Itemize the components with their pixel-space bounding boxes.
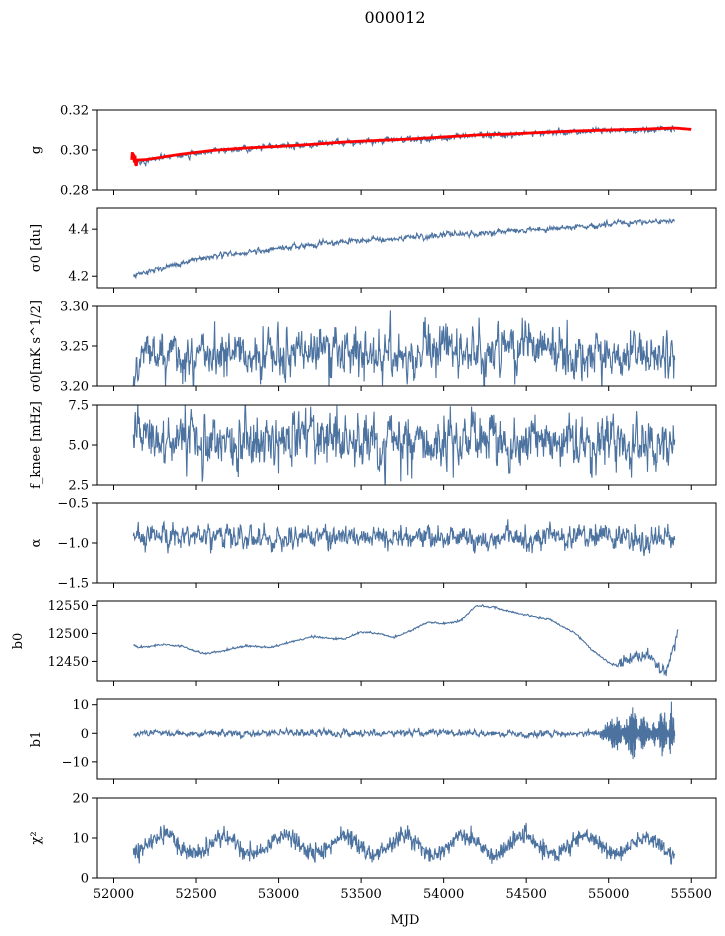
y-tick-label: −1.0 — [57, 537, 89, 552]
chart-panel-2: 3.20 3.25 3.30 σ0[mK s^1/2] — [29, 300, 717, 395]
series-line-6-0 — [133, 726, 676, 740]
chart-panel-5: 12450 12500 12550 b0 — [11, 599, 717, 686]
y-axis-label: χ² — [29, 831, 44, 844]
x-tick-label: 52000 — [93, 887, 134, 902]
y-tick-label: 0.32 — [60, 104, 89, 119]
chart-panel-6: −10 0 10 b1 — [29, 698, 717, 784]
y-tick-label: 0 — [81, 872, 89, 887]
series-line-7-0 — [132, 822, 676, 865]
y-axis-label: σ0[mK s^1/2] — [29, 300, 44, 392]
y-tick-label: 2.5 — [68, 479, 89, 494]
chart-panel-1: 4.2 4.4 σ0 [du] — [29, 207, 717, 293]
y-tick-label: 3.25 — [60, 340, 89, 355]
axes-frame — [96, 698, 717, 780]
y-tick-label: −10 — [62, 755, 89, 770]
y-tick-label: 0.30 — [60, 144, 89, 159]
y-tick-label: 5.0 — [68, 439, 89, 454]
panels: 0.28 0.30 0.32 g 4.2 4.4 σ0 [du] 3.20 3.25 3.30 σ0… — [11, 104, 717, 902]
x-axis-label: MJD — [391, 913, 420, 928]
x-tick-label: 53500 — [340, 887, 381, 902]
y-tick-label: 0.28 — [60, 184, 89, 199]
chart-panel-3: 2.5 5.0 7.5 f_knee [mHz] — [29, 399, 717, 494]
series-line-4-0 — [132, 519, 676, 557]
y-tick-label: −1.5 — [57, 577, 89, 592]
y-tick-label: 12450 — [48, 655, 89, 670]
x-tick-label: 52500 — [175, 887, 216, 902]
y-tick-label: 12550 — [48, 599, 89, 614]
x-tick-label: 53000 — [258, 887, 299, 902]
chart-panel-0: 0.28 0.30 0.32 g — [29, 104, 717, 199]
y-axis-label: g — [29, 146, 44, 154]
x-tick-label: 54000 — [423, 887, 464, 902]
y-tick-label: 10 — [72, 698, 89, 713]
y-axis-label: b0 — [11, 633, 26, 650]
y-tick-label: 7.5 — [68, 399, 89, 414]
y-tick-label: 3.30 — [60, 300, 89, 315]
series-line-5-0 — [133, 604, 679, 677]
series-line-2-0 — [132, 310, 676, 386]
y-axis-label: α — [29, 538, 44, 547]
chart-panel-4: −1.5 −1.0 −0.5 α — [29, 497, 717, 592]
chart-panel-7: 0 10 20 52000 52500 53000 53500 54000 54500 55000… — [29, 792, 717, 902]
series-line-0-1 — [130, 126, 692, 167]
y-tick-label: 10 — [72, 832, 89, 847]
series-line-1-0 — [133, 217, 675, 280]
series-line-3-0 — [132, 405, 676, 485]
y-tick-label: 4.2 — [68, 270, 89, 285]
axes-frame — [96, 109, 717, 191]
x-tick-label: 55500 — [671, 887, 712, 902]
axes-frame — [96, 600, 717, 682]
x-tick-label: 55000 — [588, 887, 629, 902]
y-tick-label: −0.5 — [57, 497, 89, 512]
y-tick-label: 4.4 — [68, 223, 89, 238]
y-axis-label: f_knee [mHz] — [29, 401, 44, 489]
y-axis-label: b1 — [29, 731, 44, 748]
y-axis-label: σ0 [du] — [29, 224, 44, 272]
y-tick-label: 20 — [72, 792, 89, 807]
series-line-6-1 — [599, 701, 676, 760]
y-tick-label: 0 — [81, 727, 89, 742]
figure-title: 000012 — [364, 8, 425, 27]
axes-frame — [96, 207, 717, 289]
x-tick-label: 54500 — [505, 887, 546, 902]
y-tick-label: 12500 — [48, 627, 89, 642]
y-tick-label: 3.20 — [60, 380, 89, 395]
